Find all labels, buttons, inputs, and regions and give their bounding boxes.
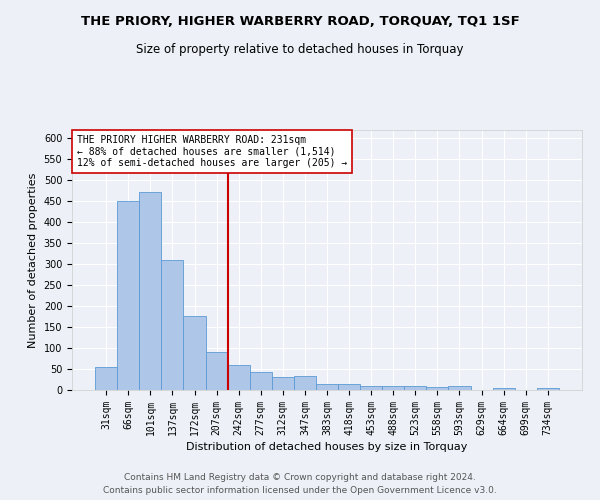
Bar bbox=[206, 352, 227, 390]
Bar bbox=[250, 372, 272, 390]
Text: THE PRIORY, HIGHER WARBERRY ROAD, TORQUAY, TQ1 1SF: THE PRIORY, HIGHER WARBERRY ROAD, TORQUA… bbox=[80, 15, 520, 28]
Bar bbox=[95, 367, 117, 390]
Text: THE PRIORY HIGHER WARBERRY ROAD: 231sqm
← 88% of detached houses are smaller (1,: THE PRIORY HIGHER WARBERRY ROAD: 231sqm … bbox=[77, 135, 347, 168]
Bar bbox=[427, 386, 448, 390]
Bar bbox=[382, 386, 404, 390]
Bar bbox=[360, 386, 382, 390]
Bar bbox=[184, 316, 206, 390]
Bar bbox=[493, 388, 515, 390]
Bar bbox=[404, 386, 427, 390]
Bar bbox=[117, 202, 139, 390]
Bar bbox=[227, 366, 250, 390]
Bar bbox=[161, 260, 184, 390]
Text: Contains HM Land Registry data © Crown copyright and database right 2024.
Contai: Contains HM Land Registry data © Crown c… bbox=[103, 474, 497, 495]
Y-axis label: Number of detached properties: Number of detached properties bbox=[28, 172, 38, 348]
Text: Size of property relative to detached houses in Torquay: Size of property relative to detached ho… bbox=[136, 42, 464, 56]
Bar bbox=[294, 376, 316, 390]
Bar bbox=[139, 192, 161, 390]
Bar bbox=[272, 377, 294, 390]
Bar bbox=[537, 388, 559, 390]
Text: Distribution of detached houses by size in Torquay: Distribution of detached houses by size … bbox=[187, 442, 467, 452]
Bar bbox=[448, 386, 470, 390]
Bar bbox=[338, 384, 360, 390]
Bar bbox=[316, 384, 338, 390]
